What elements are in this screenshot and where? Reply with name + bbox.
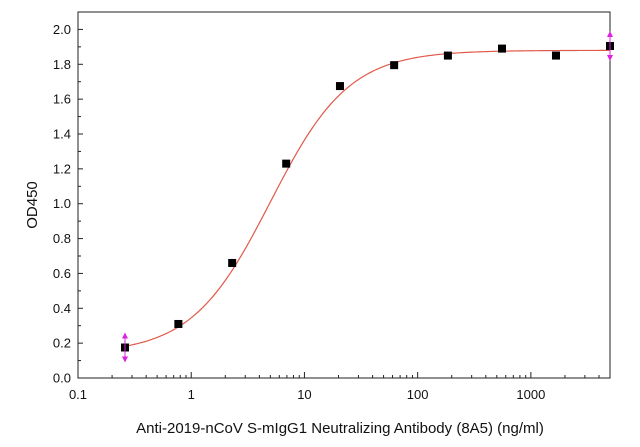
data-point: [174, 319, 183, 328]
y-tick-label: 1.2: [53, 161, 71, 176]
data-points: [120, 41, 614, 352]
y-tick-label: 1.6: [53, 92, 71, 107]
error-markers: [121, 30, 613, 363]
y-axis-title: OD450: [24, 181, 41, 229]
axes: 0.0 0.2 0.4 0.6 0.8 1.0 1.2 1.4 1.6 1.8 2.0 0.1 1 10 1…: [53, 11, 611, 402]
x-tick-label: 100: [407, 387, 429, 402]
x-tick-label: 0.1: [69, 387, 87, 402]
data-point: [551, 51, 560, 60]
y-tick-label: 1.4: [53, 127, 71, 142]
y-tick-label: 2.0: [53, 22, 71, 37]
y-tick-label: 0.2: [53, 336, 71, 351]
error-arrow-down: [607, 54, 613, 61]
fit-curve: [124, 49, 610, 347]
x-tick-label: 10: [297, 387, 311, 402]
data-point: [498, 44, 507, 53]
x-tick-label: 1: [188, 387, 195, 402]
data-point: [443, 51, 452, 60]
y-tick-label: 0.4: [53, 301, 71, 316]
plot-frame: [77, 11, 611, 379]
y-tick-label: 0.8: [53, 231, 71, 246]
fit-curve-group: [124, 49, 610, 347]
error-arrow-up: [607, 30, 613, 37]
data-point: [335, 82, 344, 91]
data-point: [390, 61, 399, 70]
x-tick-label: 1000: [516, 387, 545, 402]
y-tick-label: 1.0: [53, 196, 71, 211]
data-point: [228, 258, 237, 267]
data-point: [282, 159, 291, 168]
y-tick-label: 1.8: [53, 57, 71, 72]
y-tick-label: 0.0: [53, 371, 71, 386]
error-arrow-up: [121, 332, 128, 339]
x-axis-title: Anti-2019-nCoV S-mIgG1 Neutralizing Anti…: [136, 420, 544, 437]
y-tick-label: 0.6: [53, 266, 71, 281]
error-arrow-down: [121, 356, 128, 363]
